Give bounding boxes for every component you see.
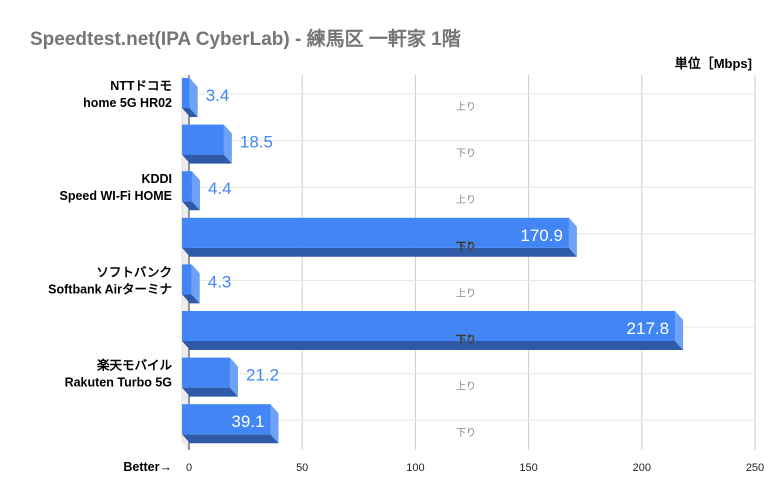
direction-label: 上り bbox=[456, 287, 476, 299]
chart-title: Speedtest.net(IPA CyberLab) - 練馬区 一軒家 1階 bbox=[30, 27, 461, 50]
bar-side-face bbox=[229, 357, 238, 397]
value-label: 18.5 bbox=[240, 133, 273, 152]
category-label: Speed WI-Fi HOME bbox=[60, 189, 173, 203]
bar-下り-1 bbox=[182, 124, 224, 155]
direction-label: 上り bbox=[456, 381, 476, 393]
bar-bottom-face bbox=[182, 201, 200, 211]
category-label: home 5G HR02 bbox=[83, 96, 172, 110]
bar-bottom-face bbox=[182, 387, 238, 397]
bar-side-face bbox=[568, 217, 577, 257]
x-tick-label: 50 bbox=[296, 462, 308, 474]
bar-bottom-face bbox=[182, 108, 198, 117]
bar-side-face bbox=[270, 404, 279, 444]
value-label: 3.4 bbox=[206, 86, 230, 105]
bar-bottom-face bbox=[182, 154, 232, 164]
bar-上り-6 bbox=[182, 357, 230, 388]
direction-label: 上り bbox=[456, 194, 476, 206]
category-label: KDDI bbox=[141, 172, 172, 186]
bar-上り-2 bbox=[182, 171, 192, 202]
category-label: NTTドコモ bbox=[110, 79, 172, 93]
bar-上り-4 bbox=[182, 264, 192, 295]
bar-side-face bbox=[191, 264, 200, 304]
bar-下り-3 bbox=[182, 217, 569, 248]
direction-label: 下り bbox=[456, 334, 476, 346]
x-tick-label: 150 bbox=[519, 462, 537, 474]
value-label: 4.3 bbox=[208, 272, 232, 291]
bar-side-face bbox=[191, 171, 200, 211]
bar-side-face bbox=[223, 124, 232, 164]
category-label: ソフトバンク bbox=[96, 265, 172, 279]
bar-下り-7 bbox=[182, 404, 271, 435]
bar-bottom-face bbox=[182, 434, 279, 444]
category-label: 楽天モバイル bbox=[96, 358, 173, 373]
bar-bottom-face bbox=[182, 341, 684, 350]
direction-label: 下り bbox=[456, 241, 476, 253]
direction-label: 下り bbox=[456, 148, 476, 160]
value-label: 39.1 bbox=[231, 412, 264, 431]
direction-label: 下り bbox=[456, 427, 476, 439]
bar-bottom-face bbox=[182, 247, 577, 257]
category-label: Softbank Airターミナ bbox=[48, 281, 172, 296]
bar-side-face bbox=[189, 78, 198, 117]
category-label: Rakuten Turbo 5G bbox=[65, 376, 172, 390]
direction-label: 上り bbox=[456, 101, 476, 113]
value-label: 217.8 bbox=[627, 319, 670, 338]
x-tick-label: 100 bbox=[406, 462, 424, 474]
x-axis-label: Better→ bbox=[123, 460, 172, 474]
x-tick-label: 250 bbox=[746, 462, 764, 474]
bar-bottom-face bbox=[182, 294, 200, 304]
value-label: 4.4 bbox=[208, 179, 232, 198]
bar-上り-0 bbox=[182, 78, 190, 108]
value-label: 170.9 bbox=[520, 226, 563, 245]
x-tick-label: 0 bbox=[186, 462, 192, 474]
value-label: 21.2 bbox=[246, 366, 279, 385]
unit-label: 単位［Mbps] bbox=[675, 56, 752, 71]
bar-下り-5 bbox=[182, 311, 676, 341]
axis-wall bbox=[181, 75, 189, 450]
bar-side-face bbox=[675, 311, 684, 350]
x-tick-label: 200 bbox=[633, 462, 651, 474]
